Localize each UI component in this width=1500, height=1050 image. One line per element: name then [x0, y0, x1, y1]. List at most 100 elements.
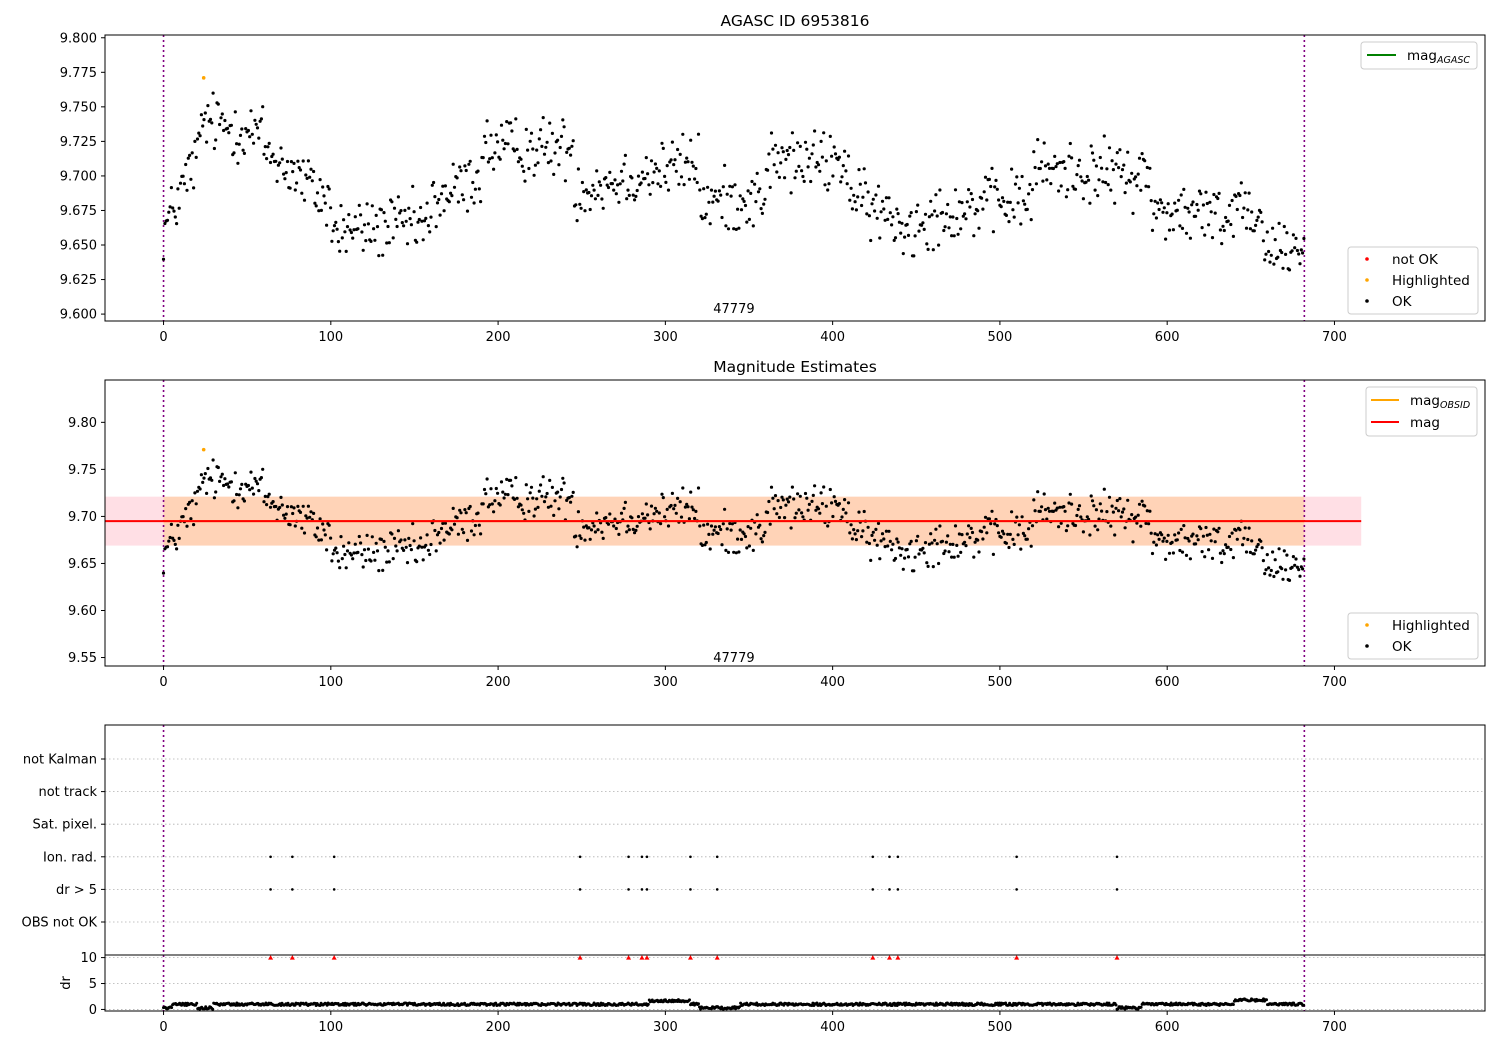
- mag-ok-point-236: [469, 529, 474, 533]
- mag-ok-point-332: [595, 511, 599, 515]
- mag-ok-point-146: [352, 551, 356, 555]
- mag-x-tick-label-7: 700: [1322, 675, 1347, 690]
- mag-ok-point-357: [627, 528, 631, 532]
- agasc-legend-point-swatch-1: [1365, 278, 1369, 282]
- dr-x-tick-label-7: 700: [1322, 1020, 1347, 1035]
- agasc-ok-point-425: [716, 199, 720, 203]
- mag-ok-point-381: [659, 522, 663, 526]
- agasc-ok-point-266: [509, 121, 513, 125]
- agasc-ok-point-477: [784, 157, 788, 161]
- agasc-ok-point-575: [912, 254, 916, 258]
- agasc-ok-point-279: [526, 148, 530, 152]
- agasc-ok-point-665: [1029, 218, 1033, 222]
- agasc-ok-point-154: [362, 223, 367, 227]
- agasc-ok-point-134: [336, 240, 340, 244]
- mag-ok-point-795: [1199, 527, 1203, 531]
- mag-ok-point-461: [763, 530, 767, 535]
- agasc-ok-point-414: [702, 187, 706, 191]
- agasc-ok-point-654: [1015, 175, 1019, 179]
- agasc-ok-point-866: [1291, 233, 1295, 237]
- dr-y-tick-label-1: 5: [89, 977, 97, 992]
- mag-ok-point-305: [559, 487, 564, 492]
- agasc-ok-point-43: [218, 122, 222, 127]
- mag-ok-point-428: [720, 543, 724, 547]
- mag-ok-point-710: [1088, 533, 1092, 537]
- agasc-ok-point-795: [1199, 192, 1203, 196]
- agasc-ok-point-459: [760, 211, 765, 215]
- agasc-ok-point-221: [450, 194, 454, 198]
- mag-ok-point-123: [322, 528, 326, 532]
- agasc-ok-point-34: [206, 104, 210, 108]
- flags-y-tick-label-4: not track: [38, 785, 97, 800]
- mag-ok-point-670: [1036, 490, 1040, 494]
- mag-ok-point-149: [356, 550, 360, 555]
- agasc-ok-point-503: [818, 169, 822, 173]
- mag-ok-point-685: [1055, 506, 1059, 510]
- mag-legend-point-swatch-1: [1365, 644, 1369, 648]
- mag-ok-point-433: [726, 550, 731, 555]
- agasc-ok-point-170: [383, 219, 387, 223]
- mag-ok-point-492: [803, 491, 808, 496]
- agasc-ok-point-480: [788, 145, 792, 150]
- mag-ok-point-39: [212, 496, 216, 500]
- mag-ok-point-471: [776, 499, 780, 503]
- agasc-ok-point-151: [359, 213, 363, 217]
- flags-y-tick-label-0: OBS not OK: [22, 916, 98, 931]
- agasc-ok-point-630: [983, 175, 988, 179]
- mag-ok-point-515: [833, 499, 838, 503]
- agasc-ok-point-274: [519, 157, 523, 161]
- agasc-ok-point-724: [1106, 183, 1110, 187]
- mag-ok-point-855: [1277, 547, 1281, 551]
- mag-ok-point-189: [408, 543, 412, 548]
- mag-ok-point-435: [729, 528, 733, 532]
- mag-ok-point-128: [329, 536, 333, 540]
- mag-ok-point-621: [972, 555, 976, 559]
- agasc-ok-point-277: [523, 179, 527, 183]
- mag-ok-point-70: [253, 476, 257, 481]
- agasc-ok-point-736: [1122, 163, 1126, 167]
- mag-ok-point-756: [1148, 509, 1152, 513]
- agasc-ok-point-383: [661, 146, 665, 150]
- mag-ok-point-81: [267, 492, 271, 496]
- agasc-ok-point-481: [789, 191, 793, 195]
- mag-ok-point-20: [188, 500, 192, 504]
- mag-ok-point-715: [1094, 508, 1098, 512]
- dr-point-8: [170, 1006, 174, 1010]
- flag-ion-point-12: [1015, 855, 1018, 859]
- mag-ok-point-336: [600, 530, 604, 534]
- mag-ok-point-602: [947, 550, 951, 554]
- mag-ok-point-79: [265, 503, 269, 507]
- mag-ok-point-512: [830, 501, 834, 505]
- agasc-ok-point-377: [653, 162, 658, 166]
- mag-ok-point-65: [246, 483, 250, 488]
- mag-ok-point-525: [846, 501, 851, 505]
- agasc-ok-point-499: [813, 129, 817, 133]
- mag-ok-point-509: [826, 524, 830, 528]
- agasc-ok-point-785: [1186, 206, 1190, 210]
- mag-ok-point-356: [626, 524, 630, 528]
- agasc-ok-point-145: [351, 236, 355, 240]
- mag-ok-point-33: [205, 491, 209, 495]
- mag-ok-point-792: [1195, 534, 1199, 538]
- agasc-ok-point-397: [679, 175, 684, 179]
- mag-ok-point-708: [1085, 515, 1089, 519]
- agasc-ok-point-52: [229, 123, 233, 127]
- mag-ok-point-450: [749, 526, 753, 530]
- mag-ok-point-584: [923, 541, 928, 545]
- agasc-ok-point-781: [1180, 226, 1185, 230]
- agasc-ok-point-432: [725, 192, 729, 196]
- mag-ok-point-18: [185, 524, 189, 528]
- agasc-ok-point-738: [1124, 181, 1128, 185]
- mag-ok-point-90: [279, 495, 283, 499]
- mag-ok-point-162: [373, 558, 377, 562]
- agasc-ok-point-865: [1290, 249, 1294, 253]
- agasc-ok-point-514: [832, 145, 836, 149]
- mag-ok-point-867: [1293, 563, 1297, 567]
- mag-ok-point-828: [1242, 536, 1246, 540]
- mag-ok-point-647: [1006, 532, 1010, 536]
- mag-ok-point-175: [390, 532, 394, 536]
- mag-ok-point-666: [1030, 524, 1035, 528]
- agasc-ok-point-766: [1161, 210, 1165, 214]
- mag-ok-point-662: [1025, 537, 1029, 541]
- mag-ok-point-563: [896, 540, 900, 544]
